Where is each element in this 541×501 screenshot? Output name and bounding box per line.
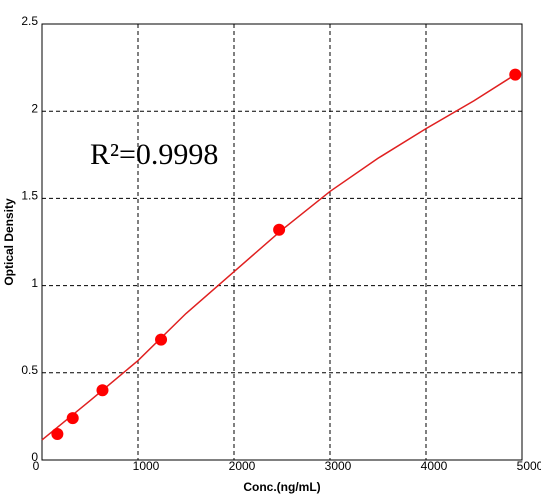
y-tick-label: 2.5 (21, 14, 38, 28)
y-tick-label: 2 (31, 101, 38, 115)
data-point (51, 428, 64, 441)
x-tick-label: 3000 (325, 459, 352, 473)
data-point (509, 68, 522, 81)
data-point (273, 223, 286, 236)
y-tick-label: 0.5 (21, 363, 38, 377)
x-tick-label: 2000 (229, 459, 256, 473)
data-point (66, 412, 79, 425)
x-tick-label: 1000 (133, 459, 160, 473)
y-tick-label: 1 (31, 276, 38, 290)
x-axis-label: Conc.(ng/mL) (243, 480, 320, 494)
r-squared-annotation: R²=0.9998 (90, 138, 218, 171)
y-axis-label: Optical Density (2, 198, 16, 286)
plot-frame (41, 23, 523, 461)
data-point (155, 333, 168, 346)
x-tick-label: 0 (33, 459, 40, 473)
x-tick-label: 4000 (421, 459, 448, 473)
y-tick-label: 0 (31, 450, 38, 464)
y-tick-label: 1.5 (21, 189, 38, 203)
x-tick-label: 5000 (517, 459, 541, 473)
data-point (96, 384, 109, 397)
